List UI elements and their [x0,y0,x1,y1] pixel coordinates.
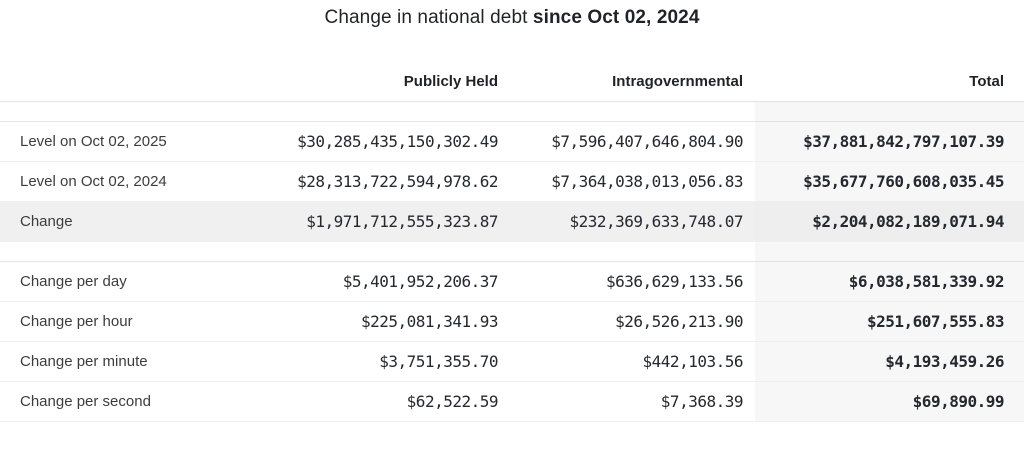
intragovernmental-value: $232,369,633,748.07 [510,201,755,242]
national-debt-table: Publicly Held Intragovernmental Total Le… [0,73,1024,422]
column-header-publicly-held: Publicly Held [240,73,510,102]
publicly-held-value: $30,285,435,150,302.49 [240,121,510,162]
total-value: $35,677,760,608,035.45 [755,161,1024,202]
total-value: $4,193,459.26 [755,341,1024,382]
publicly-held-value: $225,081,341.93 [240,301,510,342]
table-row-change-per-minute: Change per minute $3,751,355.70 $442,103… [0,341,1024,382]
intragovernmental-value: $442,103.56 [510,341,755,382]
total-value: $37,881,842,797,107.39 [755,121,1024,162]
column-header-intragovernmental: Intragovernmental [510,73,755,102]
row-label: Change per minute [0,341,240,382]
spacer-row [0,241,1024,262]
header-row: Publicly Held Intragovernmental Total [0,73,1024,102]
table-row-change-per-second: Change per second $62,522.59 $7,368.39 $… [0,381,1024,422]
row-label: Level on Oct 02, 2024 [0,161,240,202]
publicly-held-value: $1,971,712,555,323.87 [240,201,510,242]
total-value: $69,890.99 [755,381,1024,422]
table-row-change: Change $1,971,712,555,323.87 $232,369,63… [0,201,1024,242]
page-title-regular: Change in national debt [324,7,533,28]
table-row-level-2024: Level on Oct 02, 2024 $28,313,722,594,97… [0,161,1024,202]
intragovernmental-value: $636,629,133.56 [510,261,755,302]
spacer-row [0,101,1024,122]
column-header-total: Total [755,73,1024,102]
table-row-change-per-day: Change per day $5,401,952,206.37 $636,62… [0,261,1024,302]
intragovernmental-value: $26,526,213.90 [510,301,755,342]
total-value: $6,038,581,339.92 [755,261,1024,302]
publicly-held-value: $28,313,722,594,978.62 [240,161,510,202]
publicly-held-value: $3,751,355.70 [240,341,510,382]
row-label: Level on Oct 02, 2025 [0,121,240,162]
row-label: Change [0,201,240,242]
row-label: Change per second [0,381,240,422]
row-label: Change per hour [0,301,240,342]
table-row-level-2025: Level on Oct 02, 2025 $30,285,435,150,30… [0,121,1024,162]
intragovernmental-value: $7,368.39 [510,381,755,422]
intragovernmental-value: $7,364,038,013,056.83 [510,161,755,202]
total-value: $251,607,555.83 [755,301,1024,342]
row-label: Change per day [0,261,240,302]
page-title-bold: since Oct 02, 2024 [532,7,700,28]
table-row-change-per-hour: Change per hour $225,081,341.93 $26,526,… [0,301,1024,342]
intragovernmental-value: $7,596,407,646,804.90 [510,121,755,162]
total-value: $2,204,082,189,071.94 [755,201,1024,242]
publicly-held-value: $5,401,952,206.37 [240,261,510,302]
page-title: Change in national debt since Oct 02, 20… [0,7,1024,29]
column-header-empty [0,73,240,102]
publicly-held-value: $62,522.59 [240,381,510,422]
